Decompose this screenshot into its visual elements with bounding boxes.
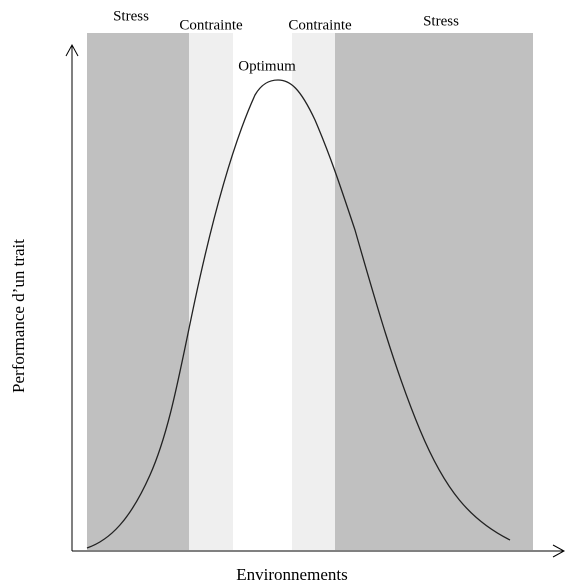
stress-zone (335, 33, 533, 550)
y-axis-arrow (65, 43, 79, 57)
stress-zone (87, 33, 189, 550)
optimum-zone (233, 33, 292, 550)
zone-label: Contrainte (179, 17, 243, 33)
x-axis-arrow (552, 544, 566, 558)
performance-curve (86, 79, 511, 549)
y-axis-label: Performance d’un trait (9, 239, 28, 393)
constraint-zone (292, 33, 335, 550)
zone-label: Contrainte (288, 17, 352, 33)
zone-label: Stress (113, 8, 149, 24)
x-axis-label: Environnements (236, 565, 347, 584)
zone-label: Stress (423, 13, 459, 29)
zone-label: Optimum (238, 58, 296, 74)
constraint-zone (189, 33, 233, 550)
